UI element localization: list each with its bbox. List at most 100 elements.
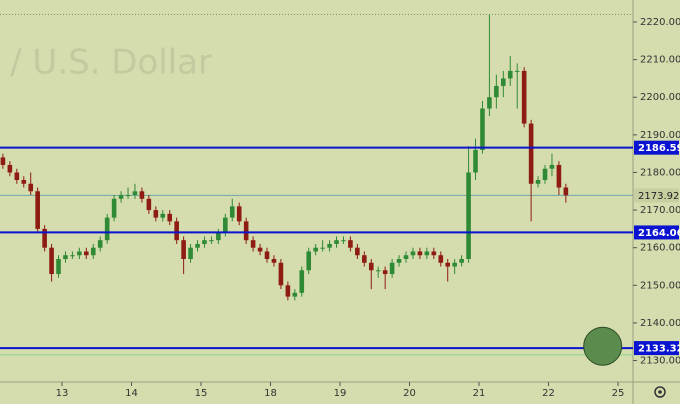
candle-body [445,262,451,267]
candle-body [459,258,464,263]
candle-body [368,262,374,271]
candle-body [389,262,395,275]
candle-body [528,123,534,184]
y-tick-label: 2190.00 [640,130,680,141]
candle-body [285,285,291,297]
candle-body [125,195,131,197]
candle-body [146,198,152,211]
candle-body [403,255,409,259]
y-tick-label: 2220.00 [640,17,680,28]
y-tick-label: 2160.00 [640,243,680,254]
candle-body [216,232,221,241]
candle-body [139,191,145,199]
candle-body [507,70,513,79]
candle-body [90,247,96,256]
candle-body [355,247,360,256]
candle-body [111,198,117,218]
candle-body [556,164,562,188]
level-label-box [634,225,679,240]
candle-body [535,179,541,184]
candle-body [271,258,277,263]
candle-body [223,217,228,233]
candle-body [452,262,457,267]
candle-body [153,210,159,218]
settings-icon[interactable] [654,386,666,398]
level-label: 2133.32 [638,344,680,355]
candle-body [104,217,110,241]
x-tick-label: 15 [195,388,208,399]
candle-body [195,243,200,248]
candle-body [431,251,437,256]
candle-body [487,97,492,109]
candle-body [229,206,235,218]
candle-body [563,187,569,196]
level-label: 2164.06 [638,228,680,239]
y-tick-label: 2130.00 [640,356,680,367]
candle-body [167,213,173,222]
candle-body [375,270,381,272]
candle-body [174,221,179,241]
candle-body [396,258,402,263]
candle-body [21,179,27,184]
candle-body [348,240,353,248]
candle-body [132,191,138,196]
candle-body [341,240,346,242]
candle-body [278,262,284,286]
candle-body [264,251,270,259]
candle-body [250,240,256,248]
y-tick-label: 2210.00 [640,55,680,66]
candle-body [202,240,207,244]
x-tick-label: 22 [542,388,555,399]
candle-body [494,85,499,98]
candle-body [77,251,82,256]
candle-body [209,240,214,242]
gear[interactable] [654,386,666,398]
candle-body [410,251,416,256]
candle-body [28,183,34,192]
candle-body [84,251,89,256]
level-label-box [634,140,679,155]
candle-body [549,164,555,169]
candle-body [257,247,263,252]
candle-body [306,251,312,271]
candle-body [188,247,193,259]
candle-body [35,191,40,229]
candle-body [320,247,325,249]
candle-body [480,108,485,150]
candle-body [181,240,186,259]
candle-body [42,228,47,248]
candle-body [97,240,103,248]
y-tick-label: 2140.00 [640,318,680,329]
candle-body [514,70,520,72]
candle-body [14,172,20,180]
candle-body [160,213,166,218]
gear-center[interactable] [658,390,662,394]
candle-body [424,251,430,256]
candle-body [7,164,13,173]
y-tick-label: 2200.00 [640,92,680,103]
watermark: t / U.S. Dollar [0,43,212,83]
x-tick-label: 19 [334,388,347,399]
candle-body [0,157,6,165]
candle-body [466,172,471,259]
candle-body [313,247,318,252]
candle-body [56,258,61,275]
level-label: 2186.59 [638,143,680,154]
candle-body [63,255,68,259]
candle-body [473,149,478,173]
candle-body [382,270,388,275]
candle-body [542,168,548,180]
candle-body [521,70,527,124]
candle-body [362,255,367,263]
x-tick-label: 13 [56,388,69,399]
x-tick-label: 20 [403,388,416,399]
candle-body [236,206,242,222]
candle-body [334,240,339,244]
candle-body [299,270,305,293]
x-tick-label: 25 [612,388,625,399]
y-tick-label: 2170.00 [640,205,680,216]
candle-body [438,255,444,263]
x-tick-label: 18 [264,388,277,399]
candle-body [70,255,75,257]
